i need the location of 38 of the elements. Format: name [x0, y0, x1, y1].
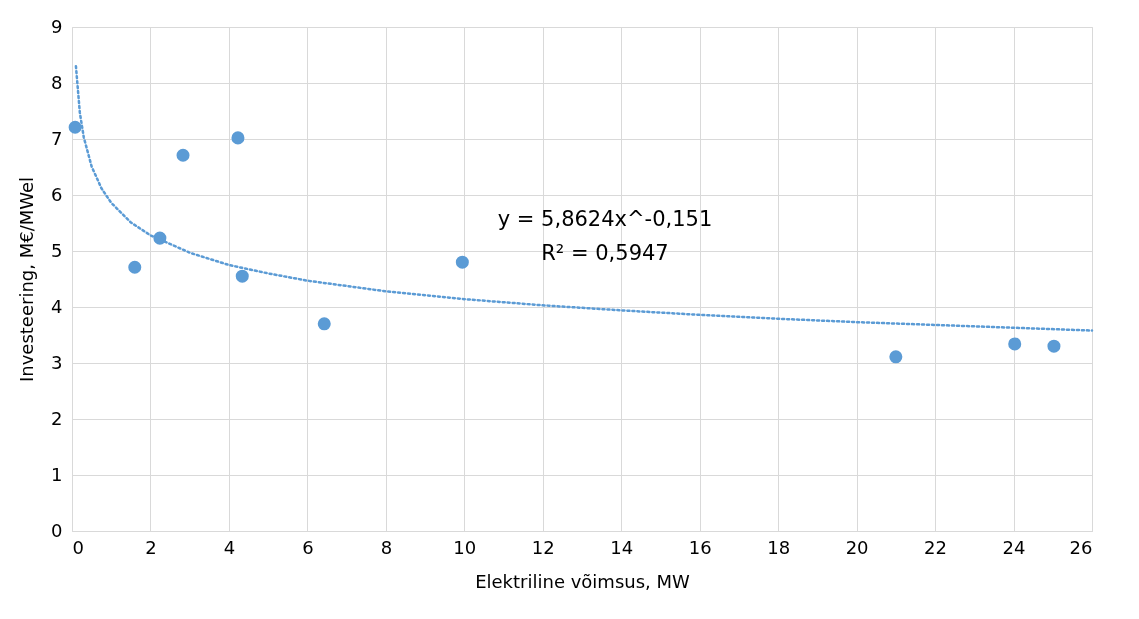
x-tick-label: 10: [453, 536, 477, 558]
x-tick-label: 26: [1069, 536, 1093, 558]
point: [231, 131, 245, 145]
y-tick-label: 7: [51, 127, 63, 149]
point: [889, 350, 903, 364]
point: [1047, 339, 1061, 353]
point: [1008, 337, 1022, 351]
x-tick-label: 2: [145, 536, 157, 558]
y-axis-title: Investeering, M€/MWel: [16, 176, 38, 383]
x-tick-label: 8: [380, 536, 393, 558]
y-tick-label: 1: [51, 463, 63, 485]
annotation: y = 5,8624x^-0,151: [497, 207, 713, 231]
x-axis-title: Elektriline võimsus, MW: [475, 570, 691, 592]
point: [235, 269, 249, 283]
y-tick-label: 4: [51, 295, 63, 317]
x-tick-label: 0: [72, 536, 84, 558]
point: [176, 148, 190, 162]
point: [317, 317, 331, 331]
point: [455, 255, 469, 269]
y-tick-label: 2: [51, 407, 63, 429]
x-tick-label: 14: [610, 536, 634, 558]
x-tick-label: 20: [845, 536, 869, 558]
x-tick-label: 18: [767, 536, 791, 558]
x-tick-label: 16: [688, 536, 712, 558]
x-tick-label: 12: [531, 536, 555, 558]
x-tick-label: 6: [302, 536, 314, 558]
x-tick-label: 22: [924, 536, 948, 558]
y-tick-label: 0: [51, 519, 63, 541]
annotation: R² = 0,5947: [541, 241, 669, 265]
point: [68, 120, 82, 134]
y-tick-label: 8: [51, 71, 63, 93]
y-tick-label: 9: [51, 15, 63, 37]
y-tick-label: 3: [51, 351, 63, 373]
x-tick-label: 4: [223, 536, 236, 558]
point: [128, 260, 142, 274]
y-tick-label: 6: [51, 183, 63, 205]
x-tick-label: 24: [1002, 536, 1026, 558]
y-tick-label: 5: [51, 239, 63, 261]
